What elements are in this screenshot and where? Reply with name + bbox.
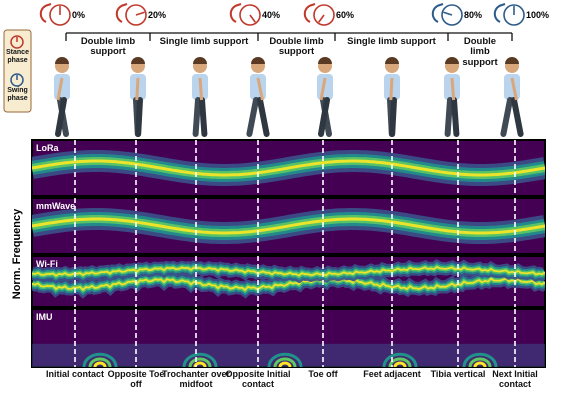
gauge-label: 60% xyxy=(336,10,354,20)
walker-shirt xyxy=(504,74,520,100)
phase-label: Double limb support xyxy=(450,37,510,68)
walker-shirt xyxy=(250,74,266,100)
walker-arm xyxy=(137,78,138,100)
walker-hair xyxy=(55,57,69,64)
walker-leg xyxy=(454,100,456,134)
event-label: Opposite Initial contact xyxy=(223,370,293,390)
walker-arm xyxy=(452,78,454,100)
walker-hair xyxy=(318,57,332,64)
y-axis-label: Norm. Frequency xyxy=(11,208,23,299)
panel-label: mmWave xyxy=(36,201,75,211)
phase-label: Single limb support xyxy=(152,37,256,47)
gauge-label: 0% xyxy=(72,10,85,20)
walker-shirt xyxy=(54,74,70,100)
gauge-label: 40% xyxy=(262,10,280,20)
walker-leg xyxy=(138,100,140,134)
event-label: Feet adjacent xyxy=(357,370,427,380)
event-label: Initial contact xyxy=(40,370,110,380)
event-label: Next Initial contact xyxy=(480,370,550,390)
gauge-label: 100% xyxy=(526,10,549,20)
walker-leg xyxy=(249,100,256,134)
walker-hair xyxy=(131,57,145,64)
walker-arm xyxy=(391,78,392,100)
walker-leg xyxy=(260,100,267,134)
phase-label: Single limb support xyxy=(337,37,446,47)
walker-leg xyxy=(503,100,510,134)
panel-label: IMU xyxy=(36,312,53,322)
walker-shirt xyxy=(317,74,333,100)
phase-label: Double limb support xyxy=(260,37,333,58)
walker-hair xyxy=(385,57,399,64)
heatmap xyxy=(32,267,545,290)
figure: Norm. Frequency 0% 20% 40% 60% 80% 100% LoRa mm… xyxy=(0,0,564,398)
walker-hair xyxy=(193,57,207,64)
gauge-label: 80% xyxy=(464,10,482,20)
event-label: Trochanter over midfoot xyxy=(161,370,231,390)
walker-leg xyxy=(202,100,204,134)
legend-swing: Swing phase xyxy=(4,87,31,102)
walker-leg xyxy=(392,100,394,134)
gauge-label: 20% xyxy=(148,10,166,20)
walker-arm xyxy=(200,78,202,100)
walker-hair xyxy=(251,57,265,64)
legend-stance: Stance phase xyxy=(4,49,31,64)
phase-label: Double limb support xyxy=(68,37,148,58)
walker-leg xyxy=(514,100,521,134)
walker-leg xyxy=(196,100,198,134)
event-label: Toe off xyxy=(288,370,358,380)
panel-label: LoRa xyxy=(36,143,59,153)
walker-leg xyxy=(448,100,450,134)
panel-label: Wi-Fi xyxy=(36,259,58,269)
